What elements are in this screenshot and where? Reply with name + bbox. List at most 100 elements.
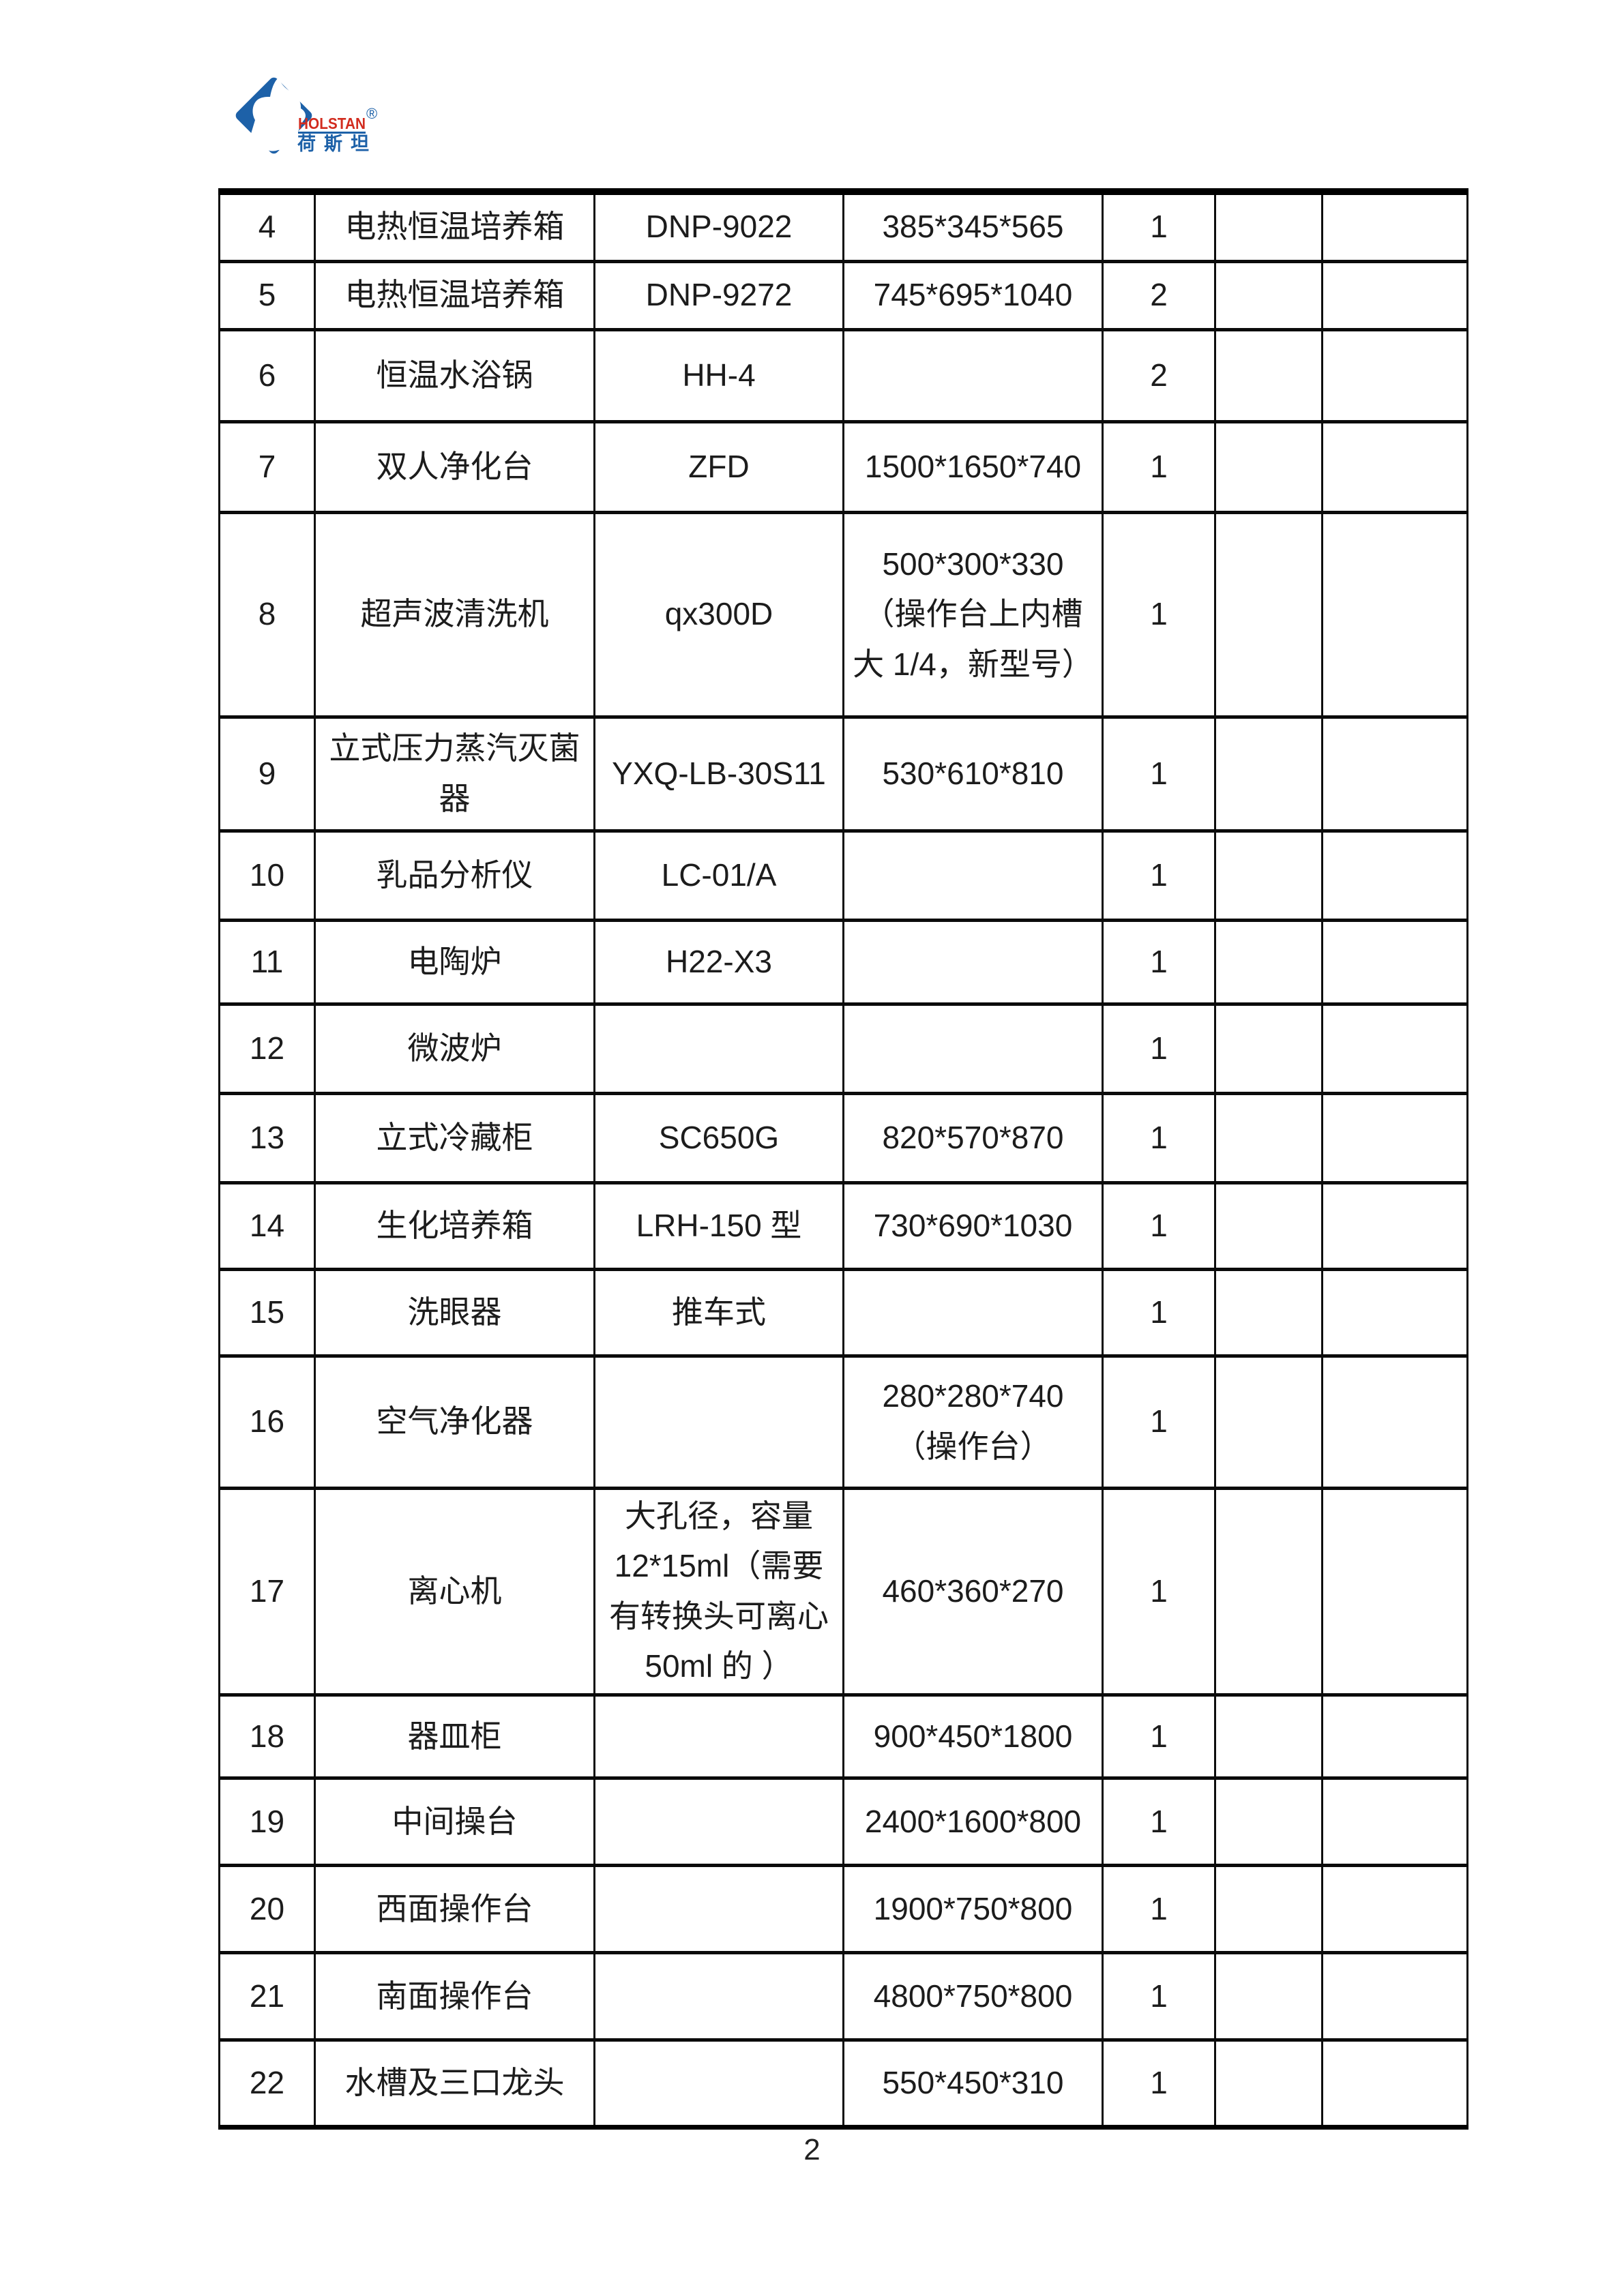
cell-extra1 bbox=[1214, 715, 1323, 833]
cell-dims: 730*690*1030 bbox=[842, 1180, 1104, 1271]
cell-extra2 bbox=[1321, 190, 1468, 263]
cell-no: 17 bbox=[218, 1486, 316, 1697]
cell-name: 超声波清洗机 bbox=[314, 510, 595, 719]
table-row: 12 微波炉 1 bbox=[218, 1002, 1468, 1095]
cell-no: 6 bbox=[218, 327, 316, 423]
cell-qty: 1 bbox=[1102, 2038, 1216, 2129]
table-row: 16 空气净化器 280*280*740（操作台） 1 bbox=[218, 1354, 1468, 1490]
cell-qty: 1 bbox=[1102, 715, 1216, 833]
table-row: 13 立式冷藏柜 SC650G 820*570*870 1 bbox=[218, 1091, 1468, 1184]
cell-dims: 1900*750*800 bbox=[842, 1863, 1104, 1954]
table-row: 17 离心机 大孔径，容量 12*15ml（需要有转换头可离心 50ml 的 ）… bbox=[218, 1486, 1468, 1697]
cell-dims bbox=[842, 1002, 1104, 1095]
cell-qty: 1 bbox=[1102, 918, 1216, 1006]
cell-name: 乳品分析仪 bbox=[314, 829, 595, 922]
cell-extra2 bbox=[1321, 1002, 1468, 1095]
cell-model: qx300D bbox=[593, 510, 844, 719]
cell-no: 11 bbox=[218, 918, 316, 1006]
cell-extra1 bbox=[1214, 1267, 1323, 1358]
cell-no: 18 bbox=[218, 1693, 316, 1780]
cell-dims: 2400*1600*800 bbox=[842, 1776, 1104, 1867]
cell-model: 推车式 bbox=[593, 1267, 844, 1358]
cell-qty: 1 bbox=[1102, 1950, 1216, 2042]
table-row: 18 器皿柜 900*450*1800 1 bbox=[218, 1693, 1468, 1780]
registered-mark: ® bbox=[366, 105, 377, 122]
cell-model: H22-X3 bbox=[593, 918, 844, 1006]
cell-name: 器皿柜 bbox=[314, 1693, 595, 1780]
cell-dims: 550*450*310 bbox=[842, 2038, 1104, 2129]
cell-qty: 1 bbox=[1102, 1002, 1216, 1095]
table-row: 10 乳品分析仪 LC-01/A 1 bbox=[218, 829, 1468, 922]
table-row: 4 电热恒温培养箱 DNP-9022 385*345*565 1 bbox=[218, 190, 1468, 263]
cell-extra1 bbox=[1214, 918, 1323, 1006]
cell-dims: 500*300*330（操作台上内槽大 1/4，新型号） bbox=[842, 510, 1104, 719]
cell-model: YXQ-LB-30S11 bbox=[593, 715, 844, 833]
cell-qty: 1 bbox=[1102, 1863, 1216, 1954]
cell-no: 16 bbox=[218, 1354, 316, 1490]
cell-extra2 bbox=[1321, 1354, 1468, 1490]
cell-extra1 bbox=[1214, 510, 1323, 719]
cell-extra1 bbox=[1214, 1091, 1323, 1184]
table-row: 11 电陶炉 H22-X3 1 bbox=[218, 918, 1468, 1006]
cell-model: SC650G bbox=[593, 1091, 844, 1184]
holstan-logo: HOLSTAN ® 荷斯坦 bbox=[235, 77, 377, 154]
table-row: 8 超声波清洗机 qx300D 500*300*330（操作台上内槽大 1/4，… bbox=[218, 510, 1468, 719]
cell-extra1 bbox=[1214, 1863, 1323, 1954]
cell-model bbox=[593, 1693, 844, 1780]
cell-name: 双人净化台 bbox=[314, 419, 595, 514]
cell-model: 大孔径，容量 12*15ml（需要有转换头可离心 50ml 的 ） bbox=[593, 1486, 844, 1697]
table-row: 5 电热恒温培养箱 DNP-9272 745*695*1040 2 bbox=[218, 259, 1468, 331]
cell-extra1 bbox=[1214, 327, 1323, 423]
cell-qty: 1 bbox=[1102, 510, 1216, 719]
cell-extra1 bbox=[1214, 1180, 1323, 1271]
cell-qty: 1 bbox=[1102, 1486, 1216, 1697]
cell-no: 7 bbox=[218, 419, 316, 514]
cell-name: 电热恒温培养箱 bbox=[314, 190, 595, 263]
equipment-table-body: 4 电热恒温培养箱 DNP-9022 385*345*565 1 5 电热恒温培… bbox=[218, 190, 1468, 2129]
cell-extra2 bbox=[1321, 1693, 1468, 1780]
cell-name: 立式压力蒸汽灭菌器 bbox=[314, 715, 595, 833]
cell-dims bbox=[842, 829, 1104, 922]
brand-name: HOLSTAN bbox=[298, 115, 366, 132]
cell-dims: 280*280*740（操作台） bbox=[842, 1354, 1104, 1490]
cell-name: 立式冷藏柜 bbox=[314, 1091, 595, 1184]
cell-model: LC-01/A bbox=[593, 829, 844, 922]
cell-model bbox=[593, 1776, 844, 1867]
cell-extra2 bbox=[1321, 715, 1468, 833]
cell-no: 9 bbox=[218, 715, 316, 833]
table-row: 15 洗眼器 推车式 1 bbox=[218, 1267, 1468, 1358]
cell-extra1 bbox=[1214, 190, 1323, 263]
cell-no: 20 bbox=[218, 1863, 316, 1954]
cell-extra2 bbox=[1321, 1180, 1468, 1271]
cell-model bbox=[593, 2038, 844, 2129]
cell-qty: 2 bbox=[1102, 259, 1216, 331]
cell-model bbox=[593, 1863, 844, 1954]
cell-extra2 bbox=[1321, 1863, 1468, 1954]
cell-qty: 1 bbox=[1102, 190, 1216, 263]
cell-name: 西面操作台 bbox=[314, 1863, 595, 1954]
brand-underline bbox=[298, 132, 366, 134]
cell-model: DNP-9022 bbox=[593, 190, 844, 263]
cell-no: 21 bbox=[218, 1950, 316, 2042]
cow-head-icon bbox=[250, 78, 306, 151]
cell-model: ZFD bbox=[593, 419, 844, 514]
cell-extra2 bbox=[1321, 510, 1468, 719]
cell-model: HH-4 bbox=[593, 327, 844, 423]
cell-qty: 1 bbox=[1102, 1693, 1216, 1780]
cell-extra2 bbox=[1321, 1950, 1468, 2042]
cell-qty: 1 bbox=[1102, 1354, 1216, 1490]
cell-no: 15 bbox=[218, 1267, 316, 1358]
cell-no: 19 bbox=[218, 1776, 316, 1867]
cell-qty: 1 bbox=[1102, 1776, 1216, 1867]
cell-no: 14 bbox=[218, 1180, 316, 1271]
table-row: 6 恒温水浴锅 HH-4 2 bbox=[218, 327, 1468, 423]
cell-dims: 530*610*810 bbox=[842, 715, 1104, 833]
cell-no: 13 bbox=[218, 1091, 316, 1184]
cell-model bbox=[593, 1950, 844, 2042]
cell-dims bbox=[842, 327, 1104, 423]
cell-dims: 385*345*565 bbox=[842, 190, 1104, 263]
cell-no: 8 bbox=[218, 510, 316, 719]
cell-extra1 bbox=[1214, 1693, 1323, 1780]
cell-model: LRH-150 型 bbox=[593, 1180, 844, 1271]
